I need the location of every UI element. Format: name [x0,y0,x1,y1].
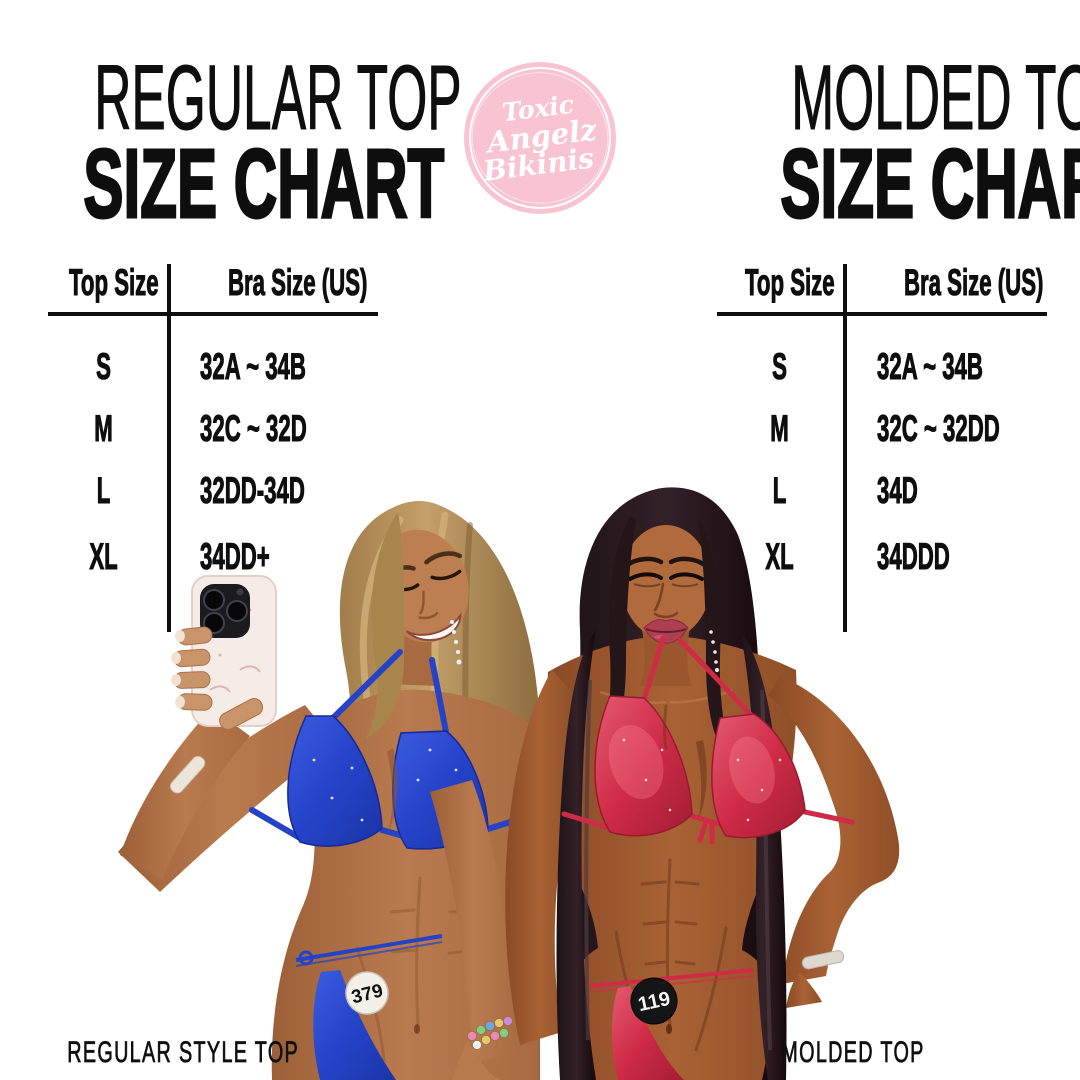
arm-at-side [505,670,575,1045]
hanging-arm [430,780,520,1080]
navel [666,1024,672,1034]
molded-size-chart-title: SIZE CHART [779,129,1080,238]
column-divider-line [167,264,171,632]
column-header-top-size: Top Size [69,262,159,303]
column-header-bra-size: Bra Size (US) [904,262,1044,303]
silver-bracelet [801,950,845,970]
header-underline [717,312,1047,316]
column-header-top-size: Top Size [745,262,835,303]
red-bikini-top [561,635,855,845]
dangle-earring [709,630,720,673]
bra-cell: 34DDD [877,536,950,577]
column-divider-line [843,264,847,632]
size-cell: L [96,470,111,511]
smartphone [171,575,277,730]
size-cell: L [772,470,787,511]
molded-top-title-block: MOLDED TOP SIZE CHART [712,51,1080,238]
bra-cell: 32DD-34D [200,470,306,511]
diamond-bracelet [170,755,206,794]
raised-arm [118,705,335,892]
regular-top-title-block: REGULAR TOP SIZE CHART [15,51,461,238]
camera-module [200,584,250,638]
bra-cell: 34DD+ [200,536,270,577]
bra-cell: 32A ~ 34B [200,346,307,387]
header-underline [48,312,378,316]
arm-on-hip [768,676,900,1008]
molded-top-size-table: Top Size Bra Size (US) S 32A ~ 34B M 32C… [710,260,1055,640]
size-cell: S [772,346,787,387]
navel [414,1024,420,1034]
hair-front-strand [366,512,405,738]
sparkles [622,738,782,822]
regular-top-size-table: Top Size Bra Size (US) S 32A ~ 34B M 32C… [40,260,385,640]
size-cell: M [94,408,113,449]
model-photo-molded-top: 119 [505,487,900,1080]
size-cell: XL [765,536,794,577]
brand-logo: Toxic Angelz Bikinis [464,62,616,214]
molded-top-caption: MOLDED TOP [781,1036,925,1070]
hair-front-left [600,516,636,760]
size-cell: XL [89,536,118,577]
bra-cell: 32C ~ 32DD [877,408,1000,449]
logo-text-line3: Bikinis [481,141,597,188]
smile [405,612,462,641]
logo-text-line1: Toxic [500,89,576,128]
blue-bikini-bottom [295,934,443,1080]
dangle-earring [449,619,462,665]
size-cell: M [770,408,789,449]
regular-size-chart-title: SIZE CHART [82,129,445,238]
model-photo-regular-top: 379 [118,501,540,1080]
competitor-number-badge: 119 [630,977,678,1025]
bra-cell: 34D [877,470,918,511]
competitor-number-badge: 379 [345,971,389,1015]
logo-text-line2: Angelz [485,112,599,160]
hair-over-shoulders [556,630,787,1080]
hair-front-right [698,520,732,762]
beaded-bracelet [467,1016,513,1050]
bra-cell: 32C ~ 32D [200,408,307,449]
bra-cell: 32A ~ 34B [877,346,984,387]
column-header-bra-size: Bra Size (US) [228,262,368,303]
red-bikini-bottom [589,968,755,1080]
hand-fingers [173,626,264,730]
manicure-nails [171,630,185,708]
regular-style-top-caption: REGULAR STYLE TOP [67,1036,300,1070]
size-cell: S [96,346,111,387]
